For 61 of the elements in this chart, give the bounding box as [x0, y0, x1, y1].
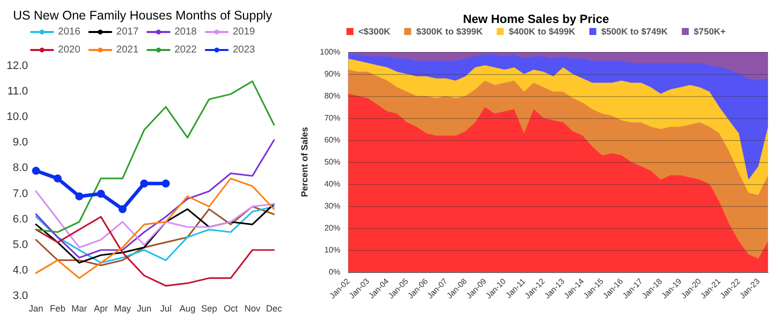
y-tick-label: 3.0	[12, 290, 28, 302]
y-tick-label: 40%	[324, 180, 340, 188]
y-tick-label: 10.0	[6, 111, 28, 124]
y-tick-label: 8.0	[12, 162, 28, 174]
line-series	[35, 216, 275, 287]
line-series	[35, 139, 275, 258]
y-tick-label: 80%	[324, 92, 340, 100]
y-tick-label: 11.0	[7, 86, 28, 98]
legend-label: $750K+	[694, 26, 726, 36]
y-tick-label: 6.0	[12, 213, 28, 226]
x-tick-label: Jun	[136, 304, 152, 314]
y-tick-label: 4.0	[12, 264, 28, 276]
legend-label: 2019	[232, 26, 256, 38]
legend-label: 2017	[116, 26, 139, 38]
point	[32, 166, 40, 175]
y-tick-label: 70%	[324, 114, 340, 122]
y-tick-label: 50%	[324, 158, 340, 166]
y-tick-label: 9.0	[12, 136, 28, 149]
x-tick-label: Mar	[72, 304, 88, 314]
x-tick-label: Sep	[201, 304, 218, 314]
line-series	[35, 178, 275, 279]
x-tick-label: Feb	[50, 304, 66, 314]
point	[54, 174, 62, 182]
point	[162, 180, 170, 188]
point	[96, 190, 105, 198]
legend-label: <$300K	[358, 26, 391, 36]
legend-label: 2020	[58, 44, 81, 56]
legend-label: 2021	[116, 44, 139, 56]
legend-label: 2016	[58, 26, 81, 38]
point	[118, 205, 127, 214]
y-tick-label: 0%	[328, 268, 340, 276]
y-tick-label: 10%	[324, 246, 340, 254]
legend-label: 2018	[174, 26, 198, 38]
y-tick-label: 5.0	[12, 238, 28, 251]
x-tick-label: Aug	[179, 304, 196, 314]
x-tick-label: Dec	[266, 304, 282, 314]
x-tick-label: May	[114, 304, 132, 314]
legend-label: $500K to $749K	[601, 26, 668, 36]
y-tick-label: 12.0	[6, 60, 28, 72]
y-axis-title: Percent of Sales	[300, 126, 310, 198]
chart-title: US New One Family Houses Months of Supply	[12, 8, 273, 22]
x-tick-label: Nov	[244, 304, 261, 314]
y-tick-label: 7.0	[12, 188, 28, 200]
y-tick-label: 90%	[324, 70, 340, 78]
y-tick-label: 30%	[324, 202, 340, 210]
point	[140, 180, 148, 188]
y-tick-label: 60%	[324, 136, 340, 144]
x-tick-label: Jan	[28, 304, 44, 314]
legend-label: $400K to $499K	[508, 26, 576, 36]
x-tick-label: Oct	[224, 304, 238, 314]
line-series	[35, 80, 275, 233]
legend-label: 2022	[174, 44, 198, 56]
line-series	[35, 190, 275, 248]
legend-label: $300K to $399K	[416, 26, 484, 36]
x-tick-label: Apr	[94, 304, 108, 314]
point	[75, 192, 84, 200]
y-tick-label: 100%	[320, 48, 340, 56]
legend-label: 2023	[232, 44, 256, 56]
x-tick-label: Jul	[160, 304, 172, 314]
chart-title: New Home Sales by Price	[462, 12, 610, 26]
y-tick-label: 20%	[324, 224, 340, 232]
